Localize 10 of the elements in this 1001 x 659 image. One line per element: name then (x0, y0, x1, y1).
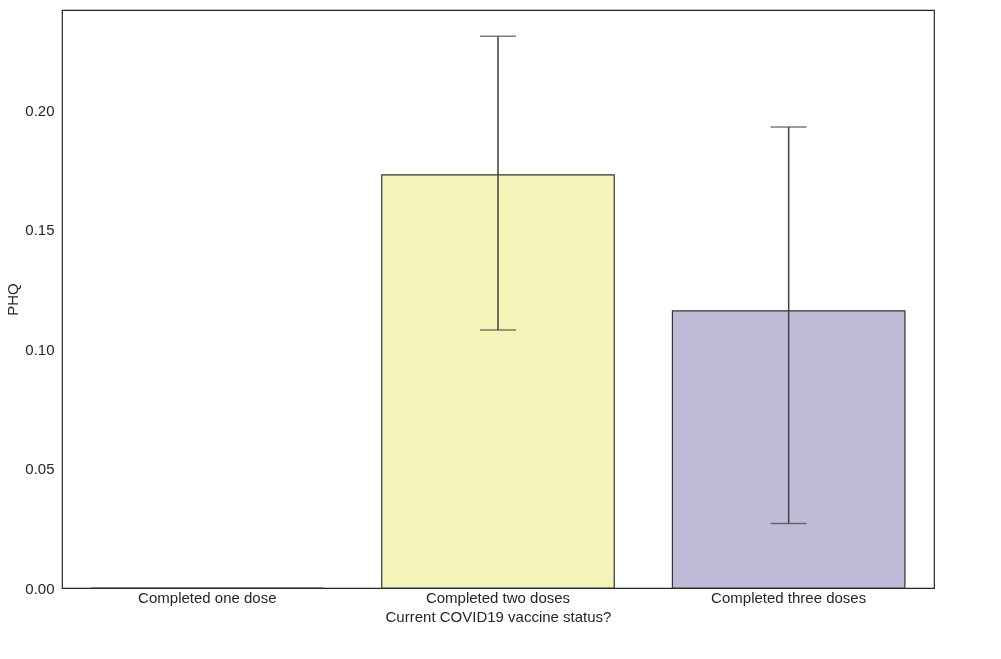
y-tick-label: 0.20 (25, 101, 55, 119)
x-tick-label: Completed one dose (138, 588, 277, 606)
y-tick-label: 0.10 (25, 340, 55, 358)
y-tick-label: 0.00 (25, 579, 55, 597)
y-axis-title: PHQ (4, 283, 22, 316)
x-tick-label: Completed three doses (711, 588, 867, 606)
x-tick-label: Completed two doses (425, 588, 571, 606)
y-tick-label: 0.05 (25, 460, 55, 478)
x-axis-title: Current COVID19 vaccine status? (385, 607, 612, 625)
y-tick-label: 0.15 (25, 221, 55, 239)
